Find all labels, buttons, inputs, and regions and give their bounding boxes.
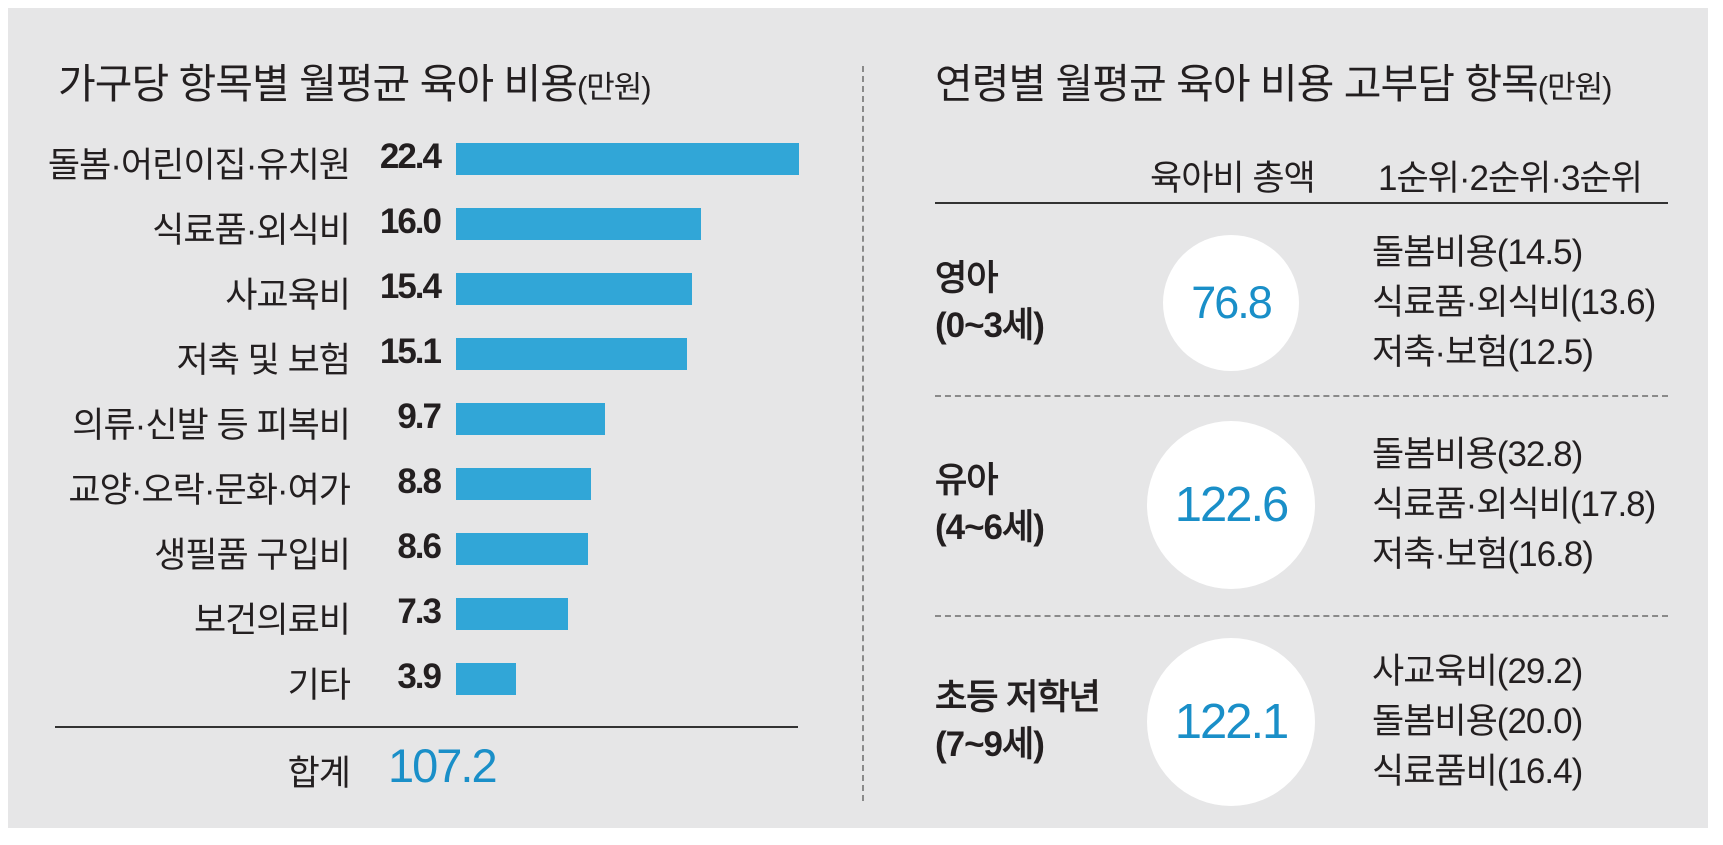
bar-value-label: 16.0: [379, 202, 442, 241]
bar-category-label: 생필품 구입비: [154, 536, 351, 575]
rank-item: 돌봄비용(32.8): [1372, 435, 1583, 474]
panel-divider: [862, 66, 864, 801]
bar: [456, 208, 701, 240]
bar-category-label: 식료품·외식비: [152, 211, 351, 250]
age-group-label: 유아 (4~6세): [935, 457, 1045, 551]
age-group-name: 영아: [935, 259, 998, 298]
age-group-name: 유아: [935, 461, 998, 500]
age-range: (4~6세): [935, 508, 1045, 547]
rank-item: 식료품·외식비(13.6): [1372, 283, 1656, 322]
bar-category-label: 저축 및 보험: [176, 341, 351, 380]
rank-list: 돌봄비용(32.8) 식료품·외식비(17.8) 저축·보험(16.8): [1372, 430, 1656, 580]
rank-item: 식료품·외식비(17.8): [1372, 485, 1656, 524]
total-circle: 122.1: [1147, 638, 1315, 806]
bar: [456, 598, 568, 630]
age-group-label: 영아 (0~3세): [935, 255, 1045, 349]
bar-value-label: 9.7: [397, 397, 442, 436]
bar-category-label: 보건의료비: [193, 601, 351, 640]
rank-list: 돌봄비용(14.5) 식료품·외식비(13.6) 저축·보험(12.5): [1372, 228, 1656, 378]
total-label: 합계: [287, 754, 351, 793]
bar-chart-title-text: 가구당 항목별 월평균 육아 비용: [58, 61, 578, 107]
total-circle: 76.8: [1163, 235, 1299, 371]
age-group-name: 초등 저학년: [935, 678, 1101, 717]
table-unit: (만원): [1537, 70, 1613, 105]
row-separator: [935, 615, 1668, 617]
age-group-label: 초등 저학년 (7~9세): [935, 674, 1101, 768]
bar: [456, 143, 799, 175]
rank-item: 돌봄비용(20.0): [1372, 702, 1583, 741]
table-title: 연령별 월평균 육아 비용 고부담 항목(만원): [935, 50, 1613, 110]
total-separator: [55, 726, 798, 728]
total-circle: 122.6: [1147, 421, 1315, 589]
rank-item: 사교육비(29.2): [1372, 652, 1583, 691]
bar: [456, 533, 588, 565]
rank-item: 식료품비(16.4): [1372, 752, 1583, 791]
bar-category-label: 기타: [287, 666, 351, 705]
age-range: (0~3세): [935, 306, 1045, 345]
bar: [456, 273, 692, 305]
bar-category-label: 교양·오락·문화·여가: [68, 471, 351, 510]
bar-value-label: 15.4: [379, 267, 442, 306]
header-separator: [935, 202, 1668, 204]
rank-item: 돌봄비용(14.5): [1372, 233, 1583, 272]
rank-item: 저축·보험(12.5): [1372, 333, 1594, 372]
column-header-rank: 1순위·2순위·3순위: [1378, 159, 1643, 198]
bar-category-label: 돌봄·어린이집·유치원: [47, 146, 351, 185]
table-title-text: 연령별 월평균 육아 비용 고부담 항목: [935, 61, 1539, 107]
bar: [456, 468, 591, 500]
bar-value-label: 3.9: [397, 657, 442, 696]
row-separator: [935, 395, 1668, 397]
bar: [456, 663, 516, 695]
bar-value-label: 7.3: [397, 592, 442, 631]
bar-category-label: 사교육비: [225, 276, 351, 315]
column-header-total: 육아비 총액: [1150, 159, 1316, 198]
bar-value-label: 15.1: [379, 332, 442, 371]
infographic-panel: [8, 8, 1708, 828]
bar-value-label: 8.6: [397, 527, 442, 566]
rank-item: 저축·보험(16.8): [1372, 535, 1594, 574]
bar-value-label: 22.4: [379, 137, 442, 176]
rank-list: 사교육비(29.2) 돌봄비용(20.0) 식료품비(16.4): [1372, 647, 1583, 797]
bar-value-label: 8.8: [397, 462, 442, 501]
bar-category-label: 의류·신발 등 피복비: [72, 406, 351, 445]
total-value: 107.2: [388, 739, 498, 792]
bar-chart-title: 가구당 항목별 월평균 육아 비용(만원): [58, 50, 652, 110]
bar: [456, 403, 605, 435]
bar: [456, 338, 687, 370]
age-range: (7~9세): [935, 725, 1045, 764]
bar-chart-unit: (만원): [576, 70, 652, 105]
